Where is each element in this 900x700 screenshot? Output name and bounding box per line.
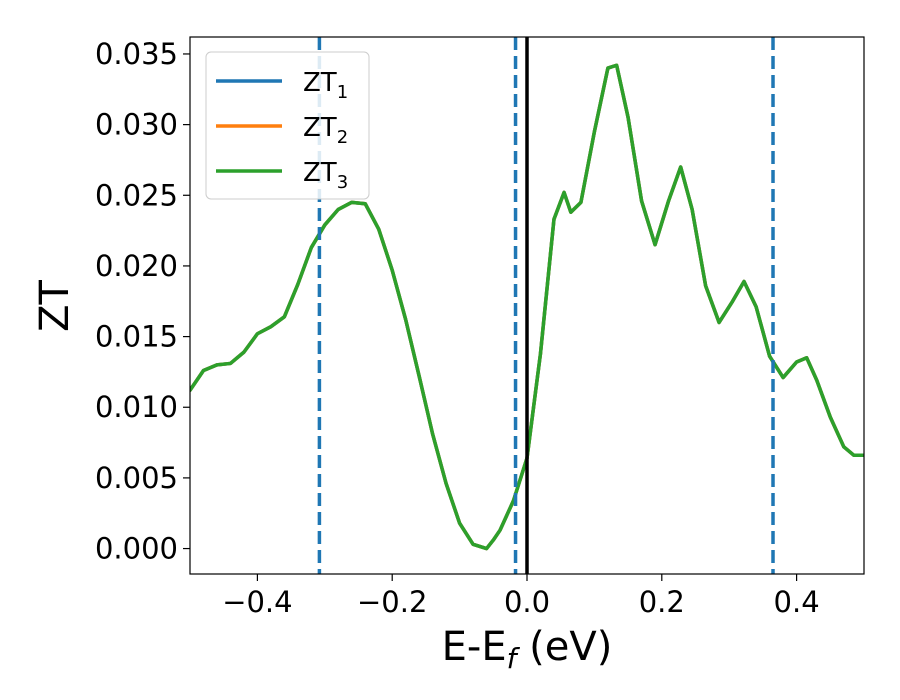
y-tick-label: 0.000 (95, 532, 178, 566)
y-tick-label: 0.030 (95, 108, 178, 142)
series-line-3 (190, 63, 864, 551)
x-tick-label: 0.4 (774, 585, 820, 619)
y-tick-label: 0.035 (95, 37, 178, 71)
legend-label-2: ZT2 (303, 113, 348, 148)
axes: −0.4 −0.2 0.0 0.2 0.4 0.000 0.005 0.010 0.015 0.0… (95, 36, 865, 619)
x-tick-label: −0.2 (357, 585, 427, 619)
y-tick-label: 0.020 (95, 249, 178, 283)
legend: ZT1 ZT2 ZT3 (205, 51, 370, 200)
y-axis-label: ZT (32, 280, 78, 332)
y-tick-label: 0.015 (95, 320, 178, 354)
x-axis-label-main: E-E (442, 624, 507, 670)
y-tick-label: 0.025 (95, 178, 178, 212)
legend-label-3: ZT3 (303, 158, 348, 193)
x-axis-label-unit: (eV) (516, 624, 612, 670)
x-tick-label: 0.2 (639, 585, 685, 619)
x-tick-label: 0.0 (504, 585, 550, 619)
x-axis-label: E-Ef (eV) (442, 624, 613, 675)
y-tick-label: 0.010 (95, 390, 178, 424)
y-tick-label: 0.005 (95, 461, 178, 495)
legend-label-1: ZT1 (303, 68, 348, 103)
legend-box (205, 51, 370, 200)
plot-area (190, 37, 864, 574)
x-tick-label: −0.4 (222, 585, 292, 619)
